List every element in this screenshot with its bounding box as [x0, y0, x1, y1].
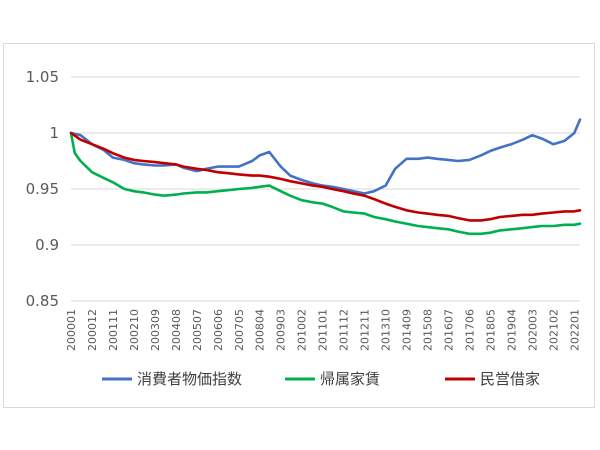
y-tick-label: 0.95 — [26, 180, 59, 198]
x-tick-label: 201607 — [442, 309, 455, 351]
legend-label: 消費者物価指数 — [137, 370, 242, 388]
series-line-1 — [69, 118, 582, 195]
series-group — [69, 118, 582, 236]
x-axis-ticks: 200001 200012 200111 200210 200309 200408 2005… — [65, 309, 581, 351]
x-tick-label: 201002 — [296, 309, 309, 351]
x-tick-label: 200210 — [128, 309, 141, 351]
y-tick-label: 1 — [49, 124, 59, 142]
x-tick-label: 201508 — [421, 309, 434, 351]
x-tick-label: 201101 — [317, 309, 330, 351]
chart-frame: 0.85 0.9 0.95 1 1.05 200001 200012 200111 20021… — [3, 43, 595, 408]
x-tick-label: 202102 — [547, 309, 560, 351]
y-tick-label: 1.05 — [26, 68, 59, 86]
y-axis-ticks: 0.85 0.9 0.95 1 1.05 — [26, 68, 59, 310]
gridlines — [71, 76, 580, 302]
x-tick-label: 200705 — [233, 309, 246, 351]
line-chart: 0.85 0.9 0.95 1 1.05 200001 200012 200111 20021… — [26, 68, 582, 388]
x-tick-label: 200012 — [86, 309, 99, 351]
legend-label: 民営借家 — [480, 370, 540, 388]
x-tick-label: 200408 — [170, 309, 183, 351]
x-tick-label: 201112 — [338, 309, 351, 351]
legend: 消費者物価指数 帰属家賃 民営借家 — [102, 370, 540, 388]
x-tick-label: 200001 — [65, 309, 78, 351]
x-tick-label: 202003 — [526, 309, 539, 351]
x-tick-label: 201904 — [505, 309, 518, 351]
x-tick-label: 201805 — [484, 309, 497, 351]
x-tick-label: 202201 — [568, 309, 581, 351]
x-tick-label: 200804 — [254, 309, 267, 351]
y-tick-label: 0.85 — [26, 292, 59, 310]
x-tick-label: 200309 — [149, 309, 162, 351]
x-tick-label: 200111 — [107, 309, 120, 351]
x-tick-label: 201409 — [401, 309, 414, 351]
x-tick-label: 201211 — [359, 309, 372, 351]
series-line-2 — [69, 131, 582, 236]
x-tick-label: 200903 — [275, 309, 288, 351]
x-tick-label: 201706 — [463, 309, 476, 351]
legend-label: 帰属家賃 — [320, 370, 380, 388]
y-tick-label: 0.9 — [35, 236, 59, 254]
x-tick-label: 201310 — [380, 309, 393, 351]
series-line-3 — [69, 131, 582, 222]
x-tick-label: 200507 — [191, 309, 204, 351]
x-tick-label: 200606 — [212, 309, 225, 351]
